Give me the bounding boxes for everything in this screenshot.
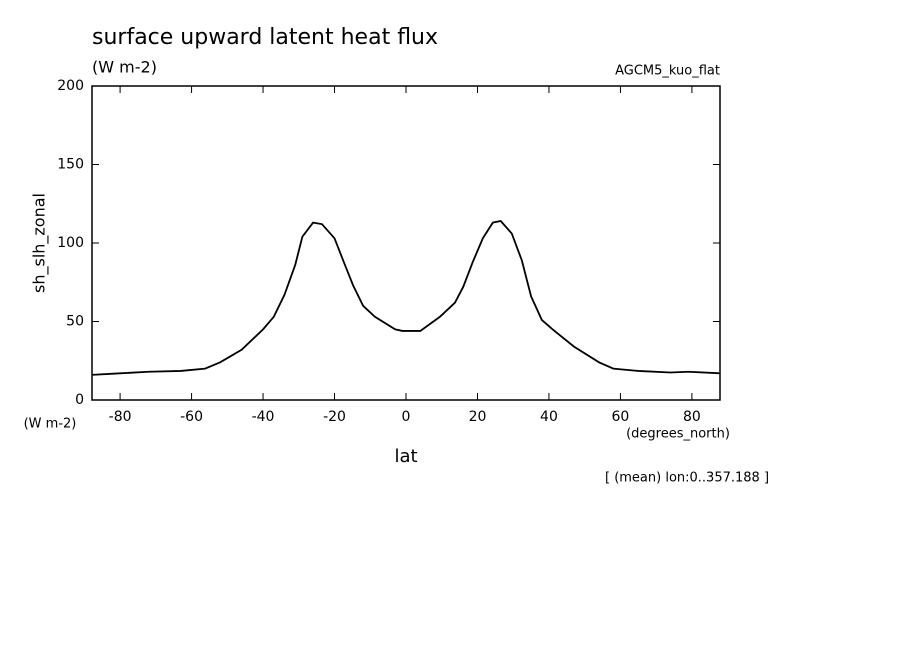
x-tick-label: 80	[683, 409, 701, 425]
x-tick-label: -80	[109, 409, 132, 425]
x-axis-label: lat	[394, 446, 417, 467]
x-tick-label: 60	[612, 409, 630, 425]
y-tick-label: 0	[75, 392, 84, 408]
y-unit: (W m-2)	[24, 417, 77, 432]
y-tick-label: 100	[57, 235, 84, 251]
y-tick-label: 50	[66, 314, 84, 330]
model-label: AGCM5_kuo_flat	[615, 64, 720, 79]
x-tick-label: 20	[469, 409, 487, 425]
x-tick-label: -60	[180, 409, 203, 425]
x-tick-label: -40	[252, 409, 275, 425]
chart-title: surface upward latent heat flux	[92, 25, 438, 50]
data-line	[91, 220, 721, 376]
x-unit: (degrees_north)	[626, 427, 730, 442]
y-tick-label: 150	[57, 157, 84, 173]
y-tick-label: 200	[57, 78, 84, 94]
y-axis-label: sh_slh_zonal	[30, 193, 50, 293]
annotation: [ (mean) lon:0..357.188 ]	[605, 471, 769, 486]
x-tick-label: -20	[323, 409, 346, 425]
x-tick-label: 0	[402, 409, 411, 425]
chart-subtitle: (W m-2)	[92, 58, 157, 77]
x-tick-label: 40	[540, 409, 558, 425]
